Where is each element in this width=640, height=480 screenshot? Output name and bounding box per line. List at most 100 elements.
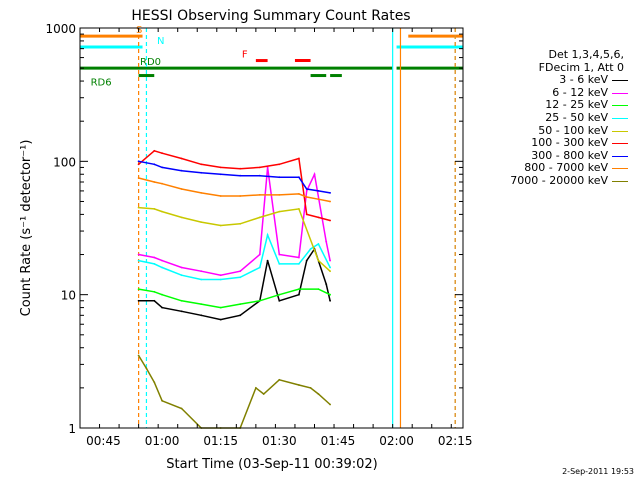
plot-frame [79, 27, 464, 429]
series-point-5 [317, 216, 320, 219]
legend-header-line-2: FDecim 1, Att 0 [538, 60, 624, 74]
series-point-4 [180, 216, 183, 219]
series-point-0 [161, 306, 164, 309]
series-point-5 [305, 213, 308, 216]
series-point-6 [137, 160, 140, 163]
series-point-0 [298, 293, 300, 296]
legend-entry: 7000 - 20000 keV [486, 174, 636, 188]
series-point-4 [219, 224, 222, 227]
series-point-6 [305, 188, 308, 190]
series-line-1 [138, 167, 331, 276]
flag-label-rd0: RD0 [140, 57, 161, 68]
legend-swatch [612, 117, 628, 119]
series-point-3 [153, 263, 156, 265]
series-point-1 [329, 259, 331, 262]
series-point-0 [305, 259, 308, 262]
series-point-3 [317, 243, 320, 245]
series-point-0 [200, 314, 203, 317]
y-axis: 1 10 100 1000 [45, 22, 463, 436]
series-line-3 [138, 232, 331, 281]
series-point-5 [219, 166, 222, 169]
series-point-3 [219, 278, 222, 281]
legend-header-line-1: Det 1,3,4,5,6, [548, 48, 624, 61]
series-point-3 [298, 263, 300, 265]
series-point-3 [200, 278, 203, 281]
series-point-3 [266, 234, 269, 236]
series-point-7 [317, 198, 320, 201]
series-point-8 [137, 354, 140, 357]
flag-bars: SNFRD0RD6 [80, 25, 463, 89]
series-point-2 [298, 288, 300, 290]
marker-lines [138, 28, 456, 428]
series-point-3 [180, 274, 183, 277]
series-point-0 [137, 299, 140, 302]
series-point-7 [219, 195, 222, 197]
series-point-6 [298, 176, 300, 179]
legend-entry-label: 800 - 7000 keV [524, 161, 608, 175]
series-point-0 [266, 259, 269, 262]
series-point-6 [161, 166, 164, 169]
series-point-1 [298, 256, 300, 259]
series-point-2 [239, 303, 242, 305]
x-tick-label: 00:45 [86, 434, 121, 448]
legend-swatch [612, 155, 628, 157]
series-point-8 [262, 393, 265, 395]
series-point-8 [329, 403, 331, 406]
series-point-2 [153, 290, 156, 293]
series-point-6 [200, 171, 203, 174]
series-point-1 [258, 253, 261, 256]
series-point-5 [200, 163, 203, 166]
series-point-3 [329, 266, 331, 269]
series-point-8 [180, 407, 183, 410]
series-point-7 [258, 194, 261, 196]
series-point-1 [153, 256, 156, 259]
legend-swatch [612, 180, 628, 182]
series-point-8 [153, 381, 156, 384]
series-point-0 [180, 310, 183, 313]
series-point-8 [317, 393, 320, 395]
flag-label-rd6: RD6 [91, 78, 112, 89]
series-point-5 [278, 163, 281, 166]
series-point-1 [305, 190, 308, 192]
series-point-8 [309, 387, 312, 389]
series-point-8 [255, 387, 257, 389]
series-point-4 [239, 222, 242, 225]
series-point-0 [219, 318, 222, 321]
legend-entry-label: 3 - 6 keV [559, 73, 608, 87]
series-point-5 [329, 219, 331, 222]
series-point-5 [153, 149, 156, 152]
legend-swatch [612, 143, 628, 145]
series-point-4 [317, 259, 320, 262]
series-lines [137, 149, 331, 429]
series-point-3 [137, 259, 140, 262]
series-point-2 [278, 293, 281, 296]
series-point-8 [161, 399, 164, 402]
series-point-7 [305, 196, 308, 198]
legend-entry: 25 - 50 keV [486, 111, 636, 125]
series-point-6 [317, 190, 320, 192]
series-line-2 [138, 288, 331, 309]
series-line-4 [138, 206, 331, 272]
series-point-2 [137, 288, 140, 290]
series-point-6 [258, 174, 261, 177]
flag-label-n: N [157, 36, 164, 47]
legend: Det 1,3,4,5,6, FDecim 1, Att 0 3 - 6 keV… [486, 48, 636, 188]
series-point-4 [153, 208, 156, 210]
series-point-7 [180, 188, 183, 190]
series-point-5 [258, 166, 261, 169]
series-point-0 [239, 314, 242, 317]
legend-swatch [612, 80, 628, 82]
series-point-6 [219, 173, 222, 176]
legend-entry-label: 6 - 12 keV [552, 85, 608, 99]
x-tick-label: 01:00 [145, 434, 180, 448]
x-tick-label: 02:00 [379, 434, 414, 448]
legend-swatch [612, 105, 628, 107]
series-point-3 [278, 263, 281, 265]
series-point-6 [180, 169, 183, 172]
legend-entry: 6 - 12 keV [486, 85, 636, 100]
legend-entry-label: 12 - 25 keV [545, 98, 608, 112]
series-point-1 [180, 266, 183, 269]
series-point-0 [325, 283, 328, 285]
series-point-6 [153, 163, 156, 166]
legend-entry-label: 50 - 100 keV [538, 123, 608, 137]
